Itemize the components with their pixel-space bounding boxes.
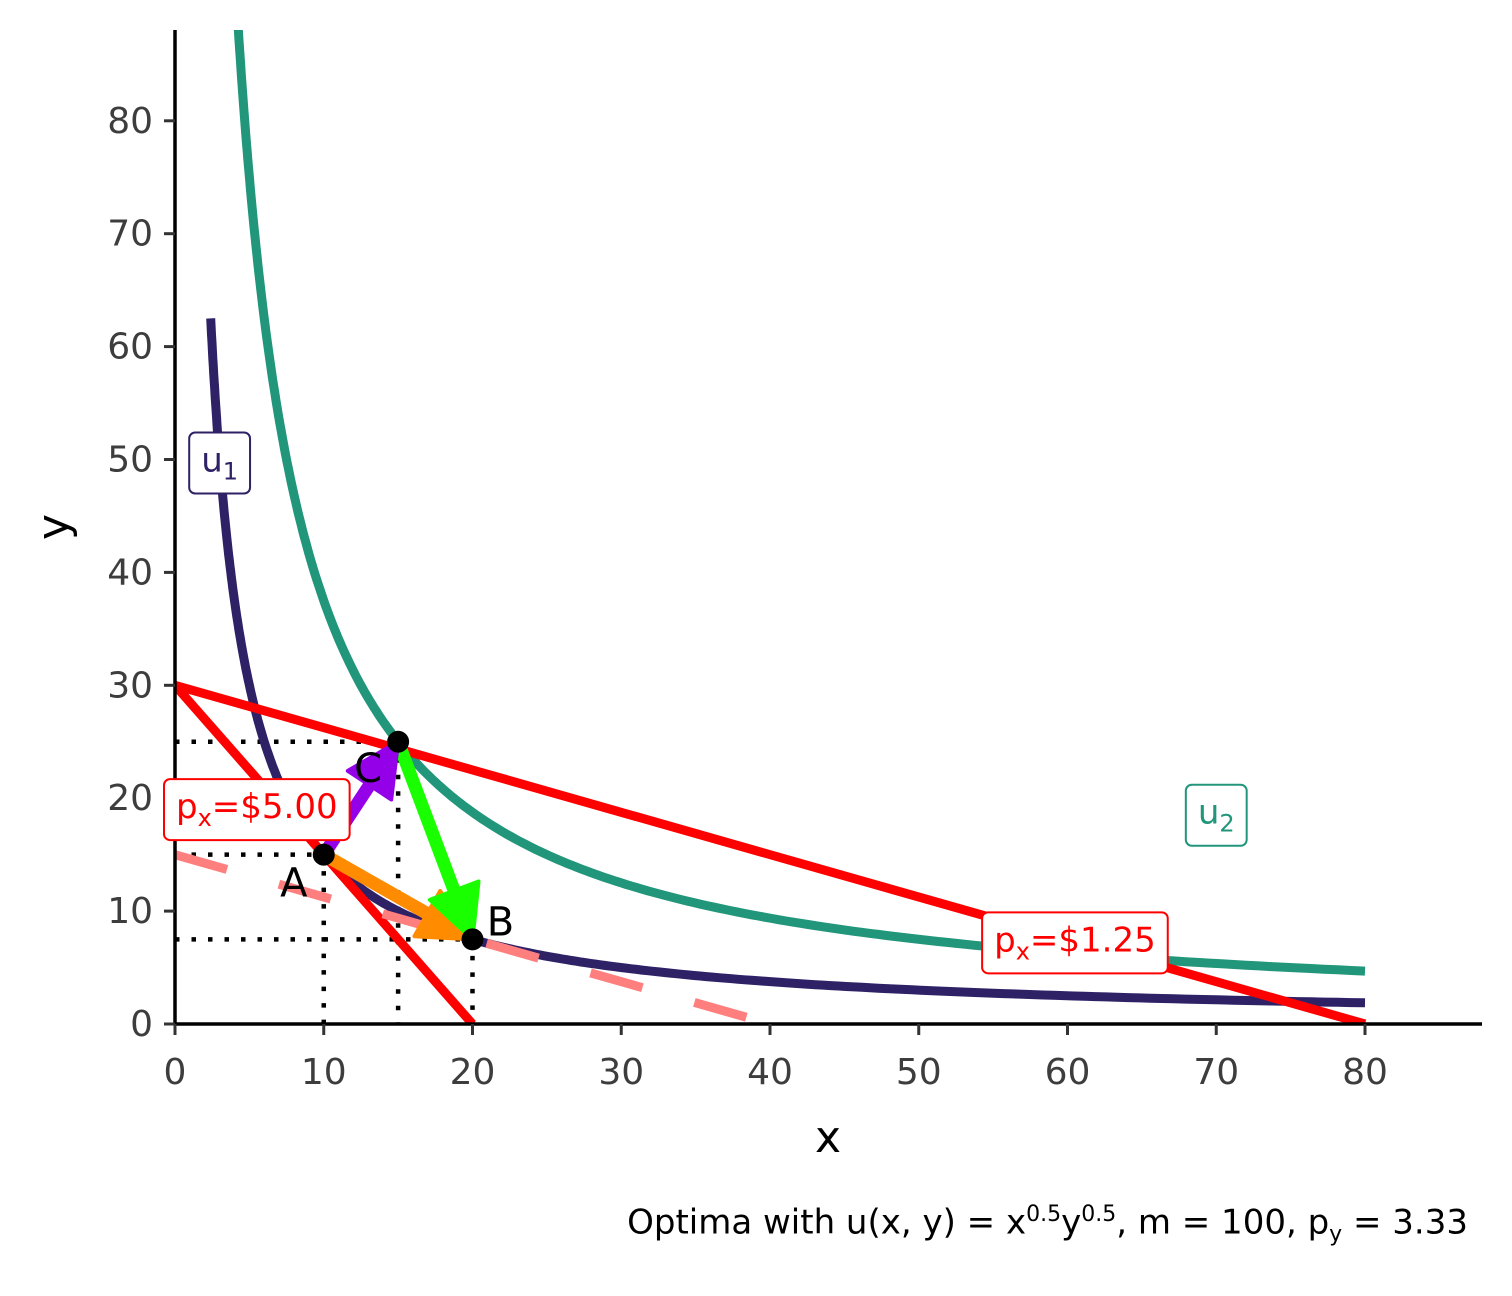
x-tick-label: 30 <box>598 1052 644 1093</box>
label-u2-box <box>1184 783 1248 847</box>
label-u2-text: u2 <box>1198 793 1235 838</box>
x-tick-label: 50 <box>896 1052 942 1093</box>
label-px-5-box <box>163 778 351 842</box>
labels: A B Cu1 u2 px=$5.00 px=$1.25 <box>163 431 1248 975</box>
label-px-1-25-box <box>981 911 1169 975</box>
point-label-B: B <box>487 899 514 945</box>
x-tick-label: 20 <box>450 1052 496 1093</box>
y-tick-label: 30 <box>107 665 153 706</box>
x-axis-title: x <box>815 1112 841 1163</box>
indifference-curve-u2 <box>233 30 1366 976</box>
arrow-A-to-B-shaft <box>317 848 438 923</box>
label-u1-box <box>188 431 252 495</box>
point-B <box>461 928 484 951</box>
point-A <box>312 843 335 866</box>
caption: Optima with u(x, y) = x0.5y0.5, m = 100,… <box>627 1202 1468 1248</box>
y-tick-label: 60 <box>107 327 153 368</box>
y-tick-label: 70 <box>107 214 153 255</box>
label-px-1-25-text: px=$1.25 <box>994 920 1156 965</box>
x-tick-label: 60 <box>1045 1052 1091 1093</box>
label-px-5-text: px=$5.00 <box>176 787 338 832</box>
indifference-curve-u1 <box>206 318 1366 1008</box>
x-tick-label: 10 <box>301 1052 347 1093</box>
point-C <box>387 730 410 753</box>
x-tick-label: 80 <box>1342 1052 1388 1093</box>
y-axis-title: y <box>28 514 79 540</box>
x-tick-label: 70 <box>1193 1052 1239 1093</box>
y-tick-label: 10 <box>107 891 153 932</box>
arrow-C-to-B <box>391 735 481 942</box>
budget-line-2 <box>175 680 1367 1024</box>
arrow-A-to-C-head <box>345 739 401 802</box>
x-tick-label: 0 <box>164 1052 187 1093</box>
label-u1: u1 <box>188 431 252 495</box>
label-px-5: px=$5.00 <box>163 778 351 842</box>
arrow-C-to-B-head <box>427 879 481 942</box>
y-tick-label: 40 <box>107 552 153 593</box>
x-tick-label: 40 <box>747 1052 793 1093</box>
label-px-1-25: px=$1.25 <box>981 911 1169 975</box>
optimum-points <box>312 730 484 951</box>
y-tick-label: 50 <box>107 440 153 481</box>
y-tick-label: 0 <box>130 1004 153 1045</box>
arrow-C-to-B-shaft <box>391 735 463 901</box>
axes: 0 10 20 30 40 50 60 70 80 0 10 20 30 40 50 60 70 80 <box>107 30 1482 1093</box>
label-u2: u2 <box>1184 783 1248 847</box>
point-label-A: A <box>280 861 308 907</box>
point-label-C: C <box>354 746 382 792</box>
y-tick-label: 20 <box>107 778 153 819</box>
label-u1-text: u1 <box>201 441 238 486</box>
y-tick-label: 80 <box>107 101 153 142</box>
